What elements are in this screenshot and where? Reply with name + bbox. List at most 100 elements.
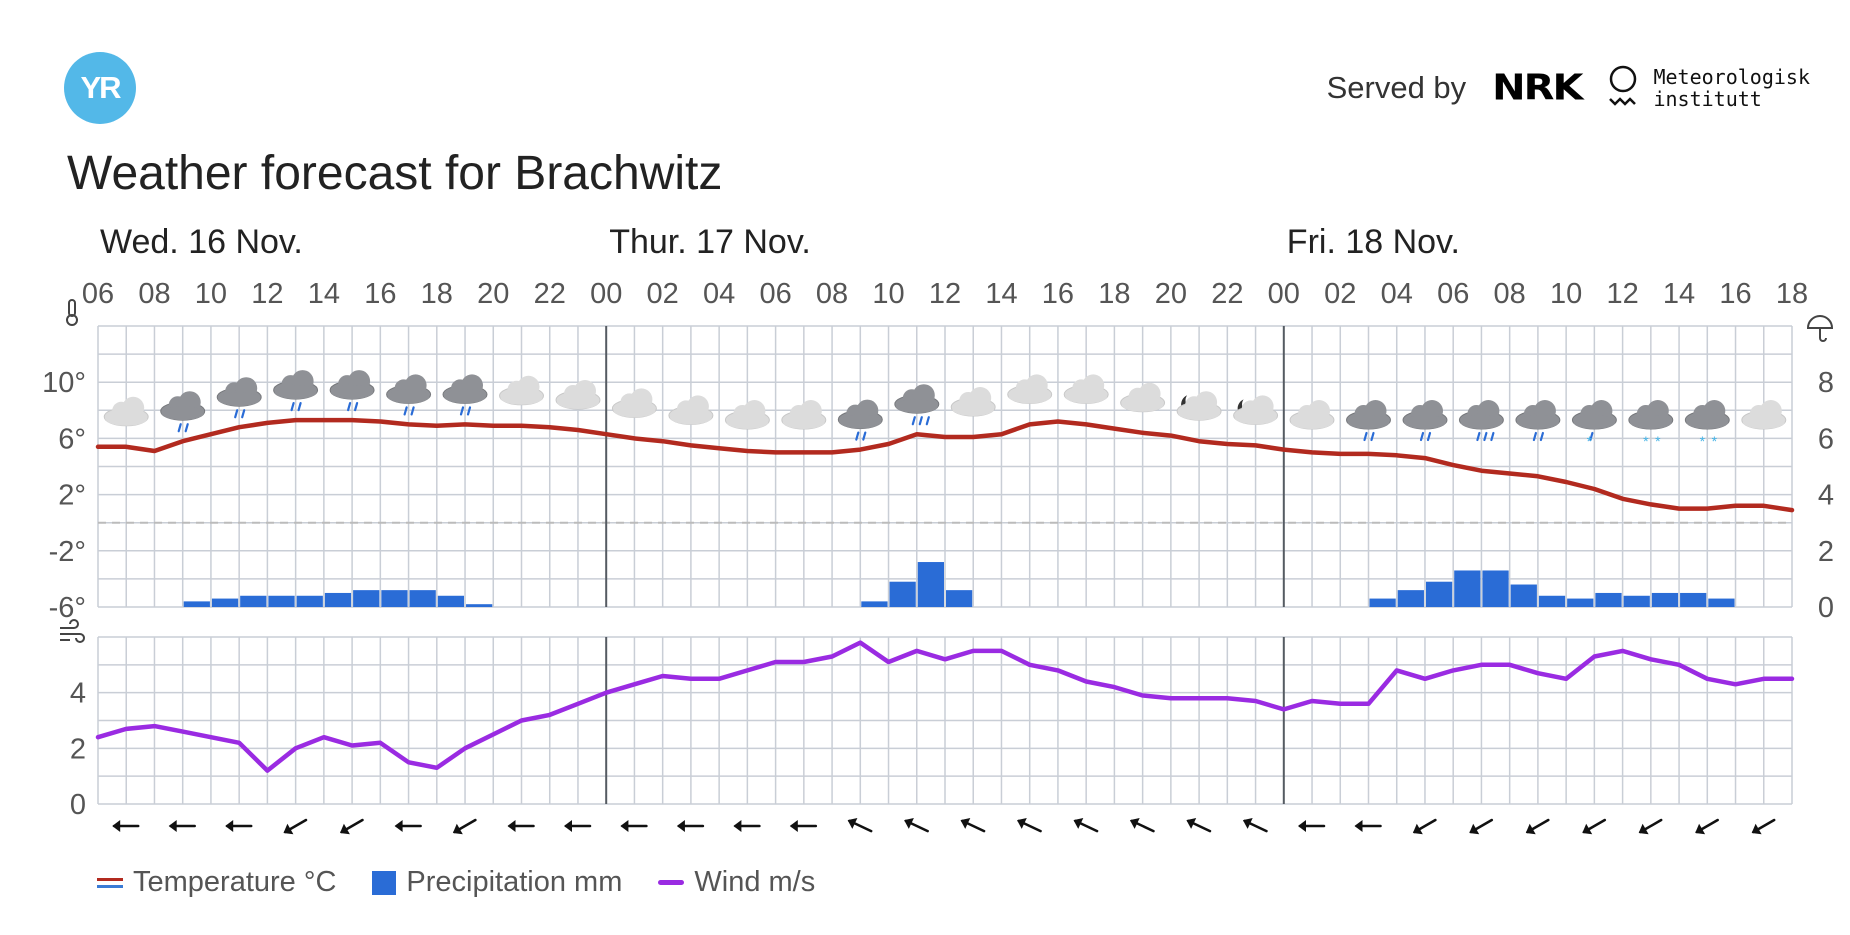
hour-tick-label: 20	[1155, 278, 1187, 310]
temperature-tick-label: -2°	[49, 536, 86, 568]
wind-icon	[60, 619, 85, 643]
met-logo-icon	[1609, 65, 1637, 106]
svg-text:*: *	[1712, 433, 1718, 449]
hour-tick-label: 18	[1098, 278, 1130, 310]
wind-direction-arrow-nw	[1129, 818, 1155, 833]
weather-symbol-cloudy	[1741, 400, 1787, 430]
forecast-chart[interactable]: Wed. 16 Nov. Thur. 17 Nov. Fri. 18 Nov.06 0…	[0, 0, 1850, 860]
precipitation-bar	[1651, 592, 1679, 607]
served-by-label: Served by	[1326, 70, 1467, 105]
precipitation-bar	[1425, 581, 1453, 607]
precipitation-bar	[1510, 584, 1537, 607]
legend-temperature-label: Temperature °C	[133, 866, 337, 898]
day-label: Thur. 17 Nov.	[609, 223, 811, 261]
temperature-swatch	[97, 877, 123, 888]
weather-symbol-rain	[1458, 400, 1504, 442]
wind-direction-arrow-nw	[1017, 818, 1042, 833]
hour-tick-label: 22	[1211, 278, 1243, 310]
precipitation-bar	[211, 598, 239, 607]
served-by-banner: Served by NRK Meteorologisk institutt	[1327, 58, 1810, 118]
wind-line	[95, 640, 1795, 773]
wind-direction-arrow-w	[507, 820, 535, 832]
yr-logo[interactable]: YR	[64, 52, 136, 124]
wind-direction-arrow-w	[168, 820, 196, 832]
wind-direction-arrow-w	[620, 820, 648, 832]
precipitation-tick-label: 6	[1818, 423, 1834, 455]
temperature-tick-label: 6°	[58, 423, 86, 455]
weather-symbol-cloudy	[950, 387, 996, 417]
hour-tick-label: 20	[477, 278, 509, 310]
weather-symbol-cloudy	[555, 380, 601, 410]
hour-tick-label: 18	[421, 278, 453, 310]
wind-direction-arrow-sw	[283, 818, 308, 835]
weather-symbol-cloudy	[1007, 374, 1053, 404]
temperature-tick-label: 10°	[42, 367, 86, 399]
wind-direction-arrow-w	[733, 820, 761, 832]
wind-direction-arrow-sw	[1525, 818, 1550, 835]
wind-direction-arrow-sw	[1469, 818, 1494, 835]
weather-symbol-cloudy	[1120, 382, 1166, 413]
weather-symbol-cloudy	[103, 396, 149, 427]
precipitation-bar	[1538, 595, 1566, 607]
hour-tick-label: 00	[590, 278, 622, 310]
weather-symbol-partly-cloudy-night	[1233, 395, 1279, 425]
hour-tick-label: 06	[82, 278, 114, 310]
legend-precipitation[interactable]: Precipitation mm	[372, 866, 622, 899]
legend-wind[interactable]: Wind m/s	[658, 866, 815, 899]
hour-tick-label: 10	[1550, 278, 1582, 310]
hour-tick-label: 00	[1268, 278, 1300, 310]
weather-symbol-light-rain	[386, 374, 432, 416]
svg-text:*: *	[1700, 433, 1706, 449]
precipitation-swatch	[372, 870, 397, 895]
wind-direction-arrow-sw	[339, 818, 364, 835]
wind-direction-arrow-nw	[904, 818, 929, 833]
wind-direction-arrow-sw	[1751, 818, 1776, 835]
legend-temperature[interactable]: Temperature °C	[97, 866, 336, 899]
weather-symbol-light-rain	[837, 399, 883, 441]
precipitation-bar	[1397, 590, 1424, 607]
wind-tick-label: 4	[70, 678, 86, 710]
precipitation-bar	[1595, 592, 1622, 607]
precipitation-bar	[917, 562, 944, 607]
weather-symbol-partly-cloudy-night	[1176, 391, 1222, 421]
wind-direction-arrow-w	[789, 820, 818, 832]
wind-direction-arrow-nw	[960, 818, 986, 833]
hour-tick-label: 14	[308, 278, 340, 310]
met-logo-line-1: Meteorologisk	[1653, 65, 1810, 89]
temperature-line	[95, 417, 1795, 513]
weather-symbol-cloudy	[668, 395, 714, 425]
precipitation-bar	[353, 590, 380, 607]
wind-direction-arrow-w	[564, 820, 592, 832]
precipitation-bar	[409, 590, 436, 607]
precipitation-bar	[268, 595, 295, 607]
page-title: Weather forecast for Brachwitz	[67, 147, 723, 200]
met-logo-text: Meteorologisk institutt	[1653, 66, 1810, 110]
hour-tick-label: 12	[251, 278, 283, 310]
precipitation-bar	[1454, 570, 1481, 607]
chart-legend: Temperature °C Precipitation mm Wind m/s	[97, 866, 815, 899]
precipitation-bar	[1567, 598, 1594, 607]
yr-logo-text: YR	[80, 70, 121, 105]
wind-direction-arrow-w	[225, 820, 253, 832]
nrk-logo[interactable]: NRK	[1492, 67, 1583, 109]
met-logo-line-2: institutt	[1653, 87, 1762, 111]
temperature-tick-label: -6°	[49, 592, 86, 624]
hour-tick-label: 14	[1663, 278, 1695, 310]
weather-symbol-rain	[894, 384, 940, 426]
wind-direction-arrow-nw	[847, 818, 873, 833]
precipitation-bar	[466, 604, 493, 607]
precipitation-bar	[437, 595, 465, 607]
weather-symbol-light-rain	[216, 377, 262, 419]
precipitation-bar	[240, 595, 267, 607]
wind-direction-arrow-nw	[1073, 818, 1099, 833]
thermometer-icon	[66, 299, 78, 326]
precipitation-bar	[1680, 592, 1707, 607]
hour-tick-label: 16	[364, 278, 396, 310]
weather-symbol-cloudy	[499, 375, 544, 406]
met-institute-logo[interactable]: Meteorologisk institutt	[1607, 65, 1810, 111]
temperature-tick-label: 2°	[58, 480, 86, 512]
hour-tick-label: 18	[1776, 278, 1808, 310]
precipitation-bar	[1369, 598, 1396, 607]
svg-text:*: *	[1587, 433, 1593, 449]
precipitation-tick-label: 2	[1818, 536, 1834, 568]
